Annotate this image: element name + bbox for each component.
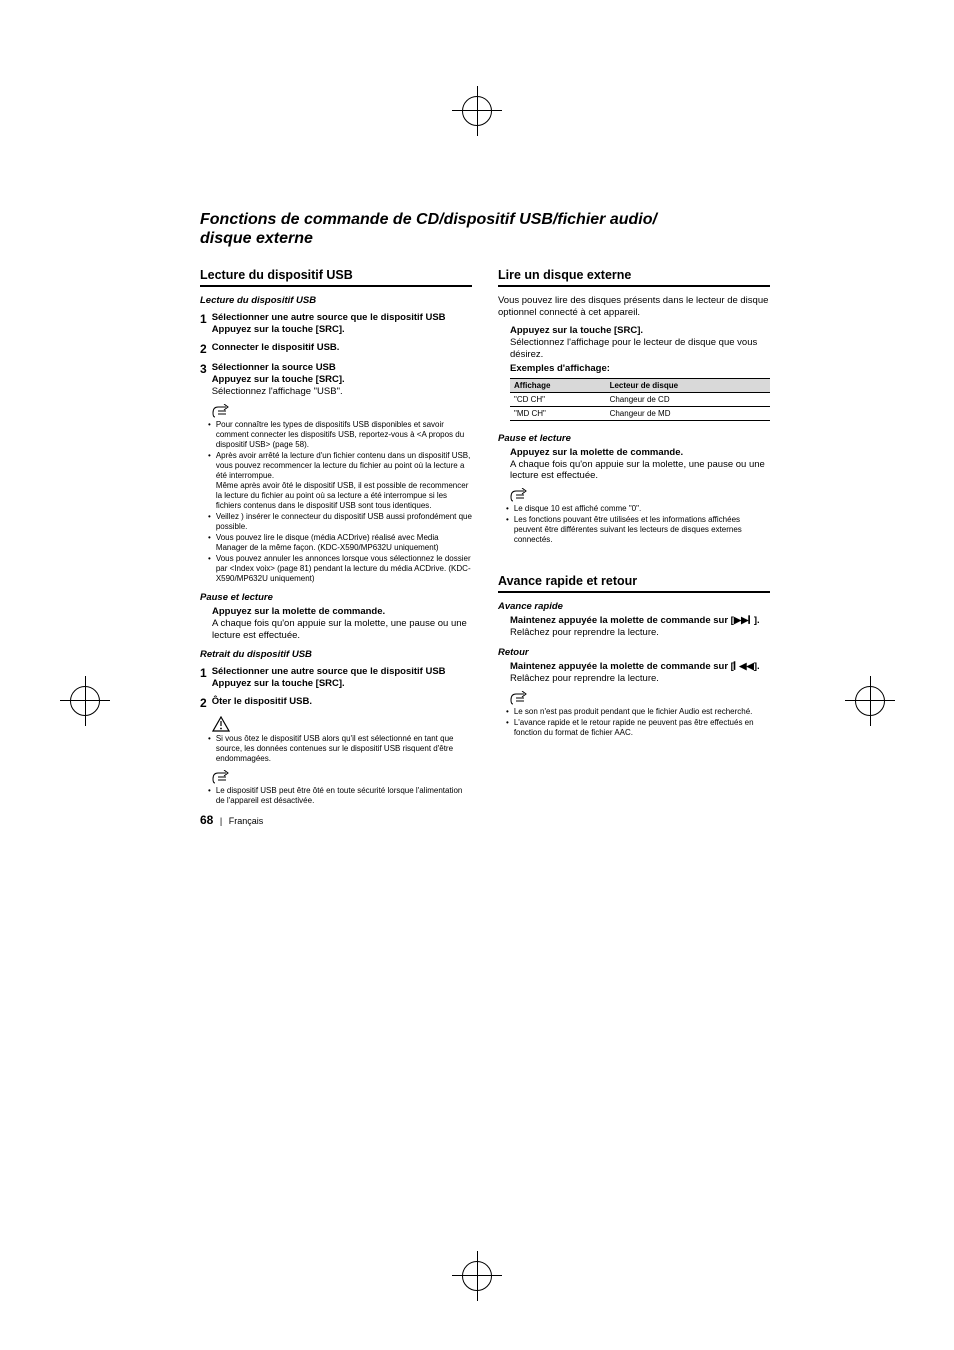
left-column: Lecture du dispositif USB Lecture du dis…	[200, 266, 472, 807]
step: 2 Ôter le dispositif USB.	[200, 696, 472, 710]
step-number: 1	[200, 666, 207, 690]
note-item: •Les fonctions pouvant être utilisées et…	[506, 515, 770, 545]
step-instruction: Appuyez sur la touche [SRC].	[212, 324, 472, 336]
warning-icon	[200, 716, 472, 732]
table-cell: "CD CH"	[510, 392, 606, 406]
step-title: Sélectionner une autre source que le dis…	[212, 312, 472, 324]
heading-avance-rapide: Avance rapide et retour	[498, 574, 770, 593]
notes-list: •Pour connaître les types de dispositifs…	[200, 420, 472, 584]
body-text: Relâchez pour reprendre la lecture.	[510, 627, 770, 639]
reg-mark	[462, 96, 492, 126]
subheading-avance: Avance rapide	[498, 601, 770, 612]
footer-separator: |	[220, 816, 222, 826]
note-icon	[200, 770, 472, 784]
columns: Lecture du dispositif USB Lecture du dis…	[200, 266, 770, 807]
instruction-bold: Appuyez sur la molette de commande.	[212, 606, 472, 618]
instruction-bold: Appuyez sur la touche [SRC].	[510, 325, 770, 337]
note-item: •Après avoir arrêté la lecture d'un fich…	[208, 451, 472, 511]
page-content: Fonctions de commande de CD/dispositif U…	[200, 210, 770, 807]
page-number: 68	[200, 813, 213, 827]
reg-mark	[70, 686, 100, 716]
intro-text: Vous pouvez lire des disques présents da…	[498, 295, 770, 319]
note-item: •Le dispositif USB peut être ôté en tout…	[208, 786, 472, 806]
step-title: Ôter le dispositif USB.	[212, 696, 472, 708]
table-cell: "MD CH"	[510, 406, 606, 420]
footer-language: Français	[229, 816, 264, 826]
table-header-row: Affichage Lecteur de disque	[510, 378, 770, 392]
subheading-lecture-usb: Lecture du dispositif USB	[200, 295, 472, 306]
right-column: Lire un disque externe Vous pouvez lire …	[498, 266, 770, 807]
subheading-retrait: Retrait du dispositif USB	[200, 649, 472, 660]
table-cell: Changeur de CD	[606, 392, 770, 406]
step-body-text: Sélectionnez l'affichage "USB".	[212, 386, 472, 398]
section-title-line: Fonctions de commande de CD/dispositif U…	[200, 211, 657, 228]
notes-list: •Le son n'est pas produit pendant que le…	[498, 707, 770, 738]
subheading-pause: Pause et lecture	[200, 592, 472, 603]
fast-forward-icon: ▶▶	[734, 615, 749, 626]
note-item: •Veillez ) insérer le connecteur du disp…	[208, 512, 472, 532]
body-text: Relâchez pour reprendre la lecture.	[510, 673, 770, 685]
reg-mark	[462, 1261, 492, 1291]
note-item: •L'avance rapide et le retour rapide ne …	[506, 718, 770, 738]
step-number: 2	[200, 342, 207, 356]
reg-mark	[855, 686, 885, 716]
step-number: 2	[200, 696, 207, 710]
body-text: Sélectionnez l'affichage pour le lecteur…	[510, 337, 770, 361]
step: 2 Connecter le dispositif USB.	[200, 342, 472, 356]
step: 3 Sélectionner la source USB Appuyez sur…	[200, 362, 472, 398]
step: 1 Sélectionner une autre source que le d…	[200, 312, 472, 336]
step-number: 1	[200, 312, 207, 336]
body-text: A chaque fois qu'on appuie sur la molett…	[510, 459, 770, 483]
section-title-line: disque externe	[200, 230, 313, 247]
page-footer: 68 | Français	[200, 813, 263, 827]
step-instruction: Appuyez sur la touche [SRC].	[212, 374, 472, 386]
instruction-bold: Appuyez sur la molette de commande.	[510, 447, 770, 459]
table-row: "MD CH" Changeur de MD	[510, 406, 770, 420]
display-examples-table: Affichage Lecteur de disque "CD CH" Chan…	[510, 378, 770, 421]
step-title: Connecter le dispositif USB.	[212, 342, 472, 354]
note-item: •Pour connaître les types de dispositifs…	[208, 420, 472, 450]
warning-item: •Si vous ôtez le dispositif USB alors qu…	[208, 734, 472, 764]
notes-list: •Le disque 10 est affiché comme "0". •Le…	[498, 504, 770, 545]
examples-label: Exemples d'affichage:	[510, 363, 770, 375]
note-icon	[200, 404, 472, 418]
section-title: Fonctions de commande de CD/dispositif U…	[200, 210, 770, 248]
subheading-retour: Retour	[498, 647, 770, 658]
note-item: •Vous pouvez lire le disque (média ACDri…	[208, 533, 472, 553]
note-item: •Vous pouvez annuler les annonces lorsqu…	[208, 554, 472, 584]
rewind-icon: ◀◀	[739, 661, 754, 672]
heading-lire-disque: Lire un disque externe	[498, 268, 770, 287]
instruction-bold: Maintenez appuyée la molette de commande…	[510, 615, 770, 627]
table-header: Lecteur de disque	[606, 378, 770, 392]
table-row: "CD CH" Changeur de CD	[510, 392, 770, 406]
note-icon	[498, 488, 770, 502]
instruction-bold: Maintenez appuyée la molette de commande…	[510, 661, 770, 673]
step-number: 3	[200, 362, 207, 398]
warning-list: •Si vous ôtez le dispositif USB alors qu…	[200, 734, 472, 764]
heading-lecture-usb: Lecture du dispositif USB	[200, 268, 472, 287]
step-instruction: Appuyez sur la touche [SRC].	[212, 678, 472, 690]
note-icon	[498, 691, 770, 705]
subheading-pause: Pause et lecture	[498, 433, 770, 444]
step-title: Sélectionner la source USB	[212, 362, 472, 374]
step-title: Sélectionner une autre source que le dis…	[212, 666, 472, 678]
table-cell: Changeur de MD	[606, 406, 770, 420]
note-item: •Le son n'est pas produit pendant que le…	[506, 707, 770, 717]
note-item: •Le disque 10 est affiché comme "0".	[506, 504, 770, 514]
step: 1 Sélectionner une autre source que le d…	[200, 666, 472, 690]
body-text: A chaque fois qu'on appuie sur la molett…	[212, 618, 472, 642]
notes-list: •Le dispositif USB peut être ôté en tout…	[200, 786, 472, 806]
table-header: Affichage	[510, 378, 606, 392]
